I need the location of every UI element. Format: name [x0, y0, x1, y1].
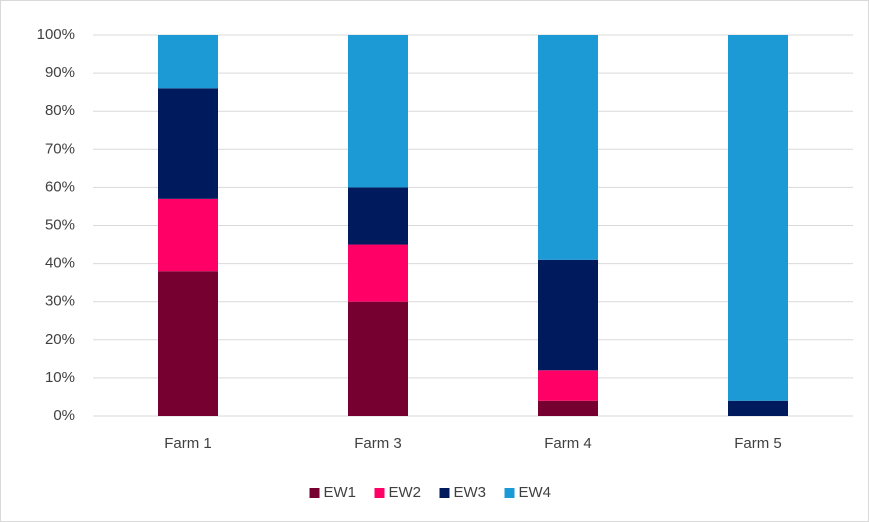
- y-tick-label: 0%: [53, 407, 75, 424]
- y-tick-label: 60%: [45, 178, 75, 195]
- y-tick-label: 80%: [45, 102, 75, 119]
- bar-segment: [348, 244, 408, 302]
- bar-segment: [158, 271, 218, 416]
- y-tick-label: 50%: [45, 216, 75, 233]
- bar-segment: [158, 88, 218, 199]
- y-tick-label: 20%: [45, 331, 75, 348]
- x-tick-label: Farm 3: [354, 435, 402, 452]
- legend-label: EW1: [324, 484, 357, 501]
- legend-swatch: [309, 488, 320, 498]
- bar-segment: [728, 35, 788, 401]
- y-tick-label: 40%: [45, 255, 75, 272]
- bar-segment: [348, 35, 408, 188]
- y-tick-label: 30%: [45, 293, 75, 310]
- bar-segment: [538, 259, 598, 371]
- x-tick-label: Farm 5: [734, 435, 782, 452]
- y-tick-label: 90%: [45, 64, 75, 81]
- legend-label: EW4: [519, 484, 552, 501]
- legend-swatch: [439, 488, 450, 498]
- bar-segment: [158, 35, 218, 89]
- legend-swatch: [504, 488, 515, 498]
- legend-label: EW3: [454, 484, 487, 501]
- y-tick-label: 100%: [37, 26, 75, 43]
- y-tick-label: 70%: [45, 140, 75, 157]
- x-tick-label: Farm 1: [164, 435, 212, 452]
- bar-segment: [348, 301, 408, 416]
- bar-segment: [158, 198, 218, 272]
- bar-segment: [538, 400, 598, 416]
- legend-label: EW2: [389, 484, 422, 501]
- y-tick-label: 10%: [45, 369, 75, 386]
- bar-segment: [538, 35, 598, 260]
- x-tick-label: Farm 4: [544, 435, 592, 452]
- bar-segment: [538, 370, 598, 401]
- bar-segment: [348, 187, 408, 245]
- bar-segment: [728, 400, 788, 416]
- legend-swatch: [374, 488, 385, 498]
